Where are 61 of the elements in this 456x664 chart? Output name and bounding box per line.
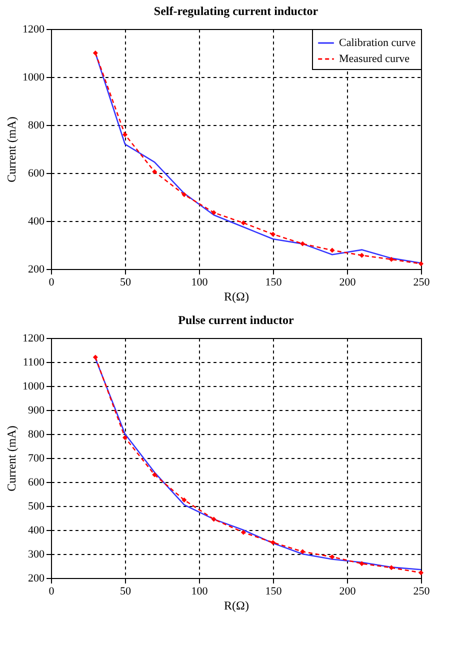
x-tick-label: 150 — [265, 586, 282, 598]
point — [418, 570, 424, 576]
y-tick-label: 600 — [28, 476, 45, 488]
y-tick-label: 200 — [28, 264, 45, 276]
y-tick-label: 1000 — [22, 380, 45, 392]
point — [92, 354, 98, 360]
y-tick-label: 1200 — [22, 332, 45, 344]
point — [182, 192, 187, 198]
legend-label: Calibration curve — [339, 37, 416, 49]
point — [240, 220, 246, 226]
x-tick-label: 250 — [413, 276, 430, 288]
point — [92, 50, 98, 56]
point — [330, 554, 335, 560]
point — [211, 210, 216, 216]
point — [359, 561, 364, 566]
point — [330, 248, 335, 253]
x-axis-title: R(Ω) — [224, 598, 249, 612]
point — [300, 241, 306, 246]
x-axis-title: R(Ω) — [224, 290, 249, 304]
y-tick-label: 800 — [28, 428, 45, 440]
point — [359, 252, 364, 258]
y-tick-label: 700 — [28, 452, 45, 464]
point — [388, 256, 394, 262]
y-tick-label: 600 — [28, 168, 45, 180]
point — [418, 261, 424, 266]
x-tick-label: 0 — [48, 586, 55, 598]
x-tick-label: 150 — [265, 276, 282, 288]
point — [211, 516, 216, 522]
x-tick-label: 200 — [339, 586, 356, 598]
point — [152, 472, 158, 478]
y-tick-label: 800 — [28, 120, 45, 132]
y-axis-title: Current (mA) — [4, 426, 18, 492]
y-tick-label: 300 — [28, 548, 45, 560]
y-axis-title: Current (mA) — [4, 116, 18, 182]
chart-title: Pulse current inductor — [178, 313, 295, 327]
chart-title: Self-regulating current inductor — [154, 4, 319, 18]
legend-label: Measured curve — [339, 53, 410, 65]
x-tick-label: 100 — [191, 276, 208, 288]
point — [300, 549, 306, 554]
y-tick-label: 200 — [28, 572, 45, 584]
x-tick-label: 250 — [413, 586, 430, 598]
y-tick-label: 400 — [28, 216, 45, 228]
y-tick-label: 400 — [28, 524, 45, 536]
y-tick-label: 1000 — [22, 72, 45, 84]
y-tick-label: 1100 — [22, 356, 45, 368]
x-tick-label: 100 — [191, 586, 208, 598]
point — [152, 169, 158, 174]
point — [182, 498, 187, 502]
x-tick-label: 50 — [120, 586, 132, 598]
point — [270, 540, 276, 545]
x-tick-label: 0 — [48, 276, 55, 288]
point — [122, 132, 128, 138]
x-tick-label: 50 — [120, 276, 132, 288]
point — [270, 232, 276, 237]
y-tick-label: 1200 — [22, 24, 45, 36]
point — [240, 530, 246, 535]
y-tick-label: 900 — [28, 404, 45, 416]
x-tick-label: 200 — [339, 276, 356, 288]
point — [122, 435, 128, 440]
point — [388, 565, 394, 570]
y-tick-label: 500 — [28, 500, 45, 512]
